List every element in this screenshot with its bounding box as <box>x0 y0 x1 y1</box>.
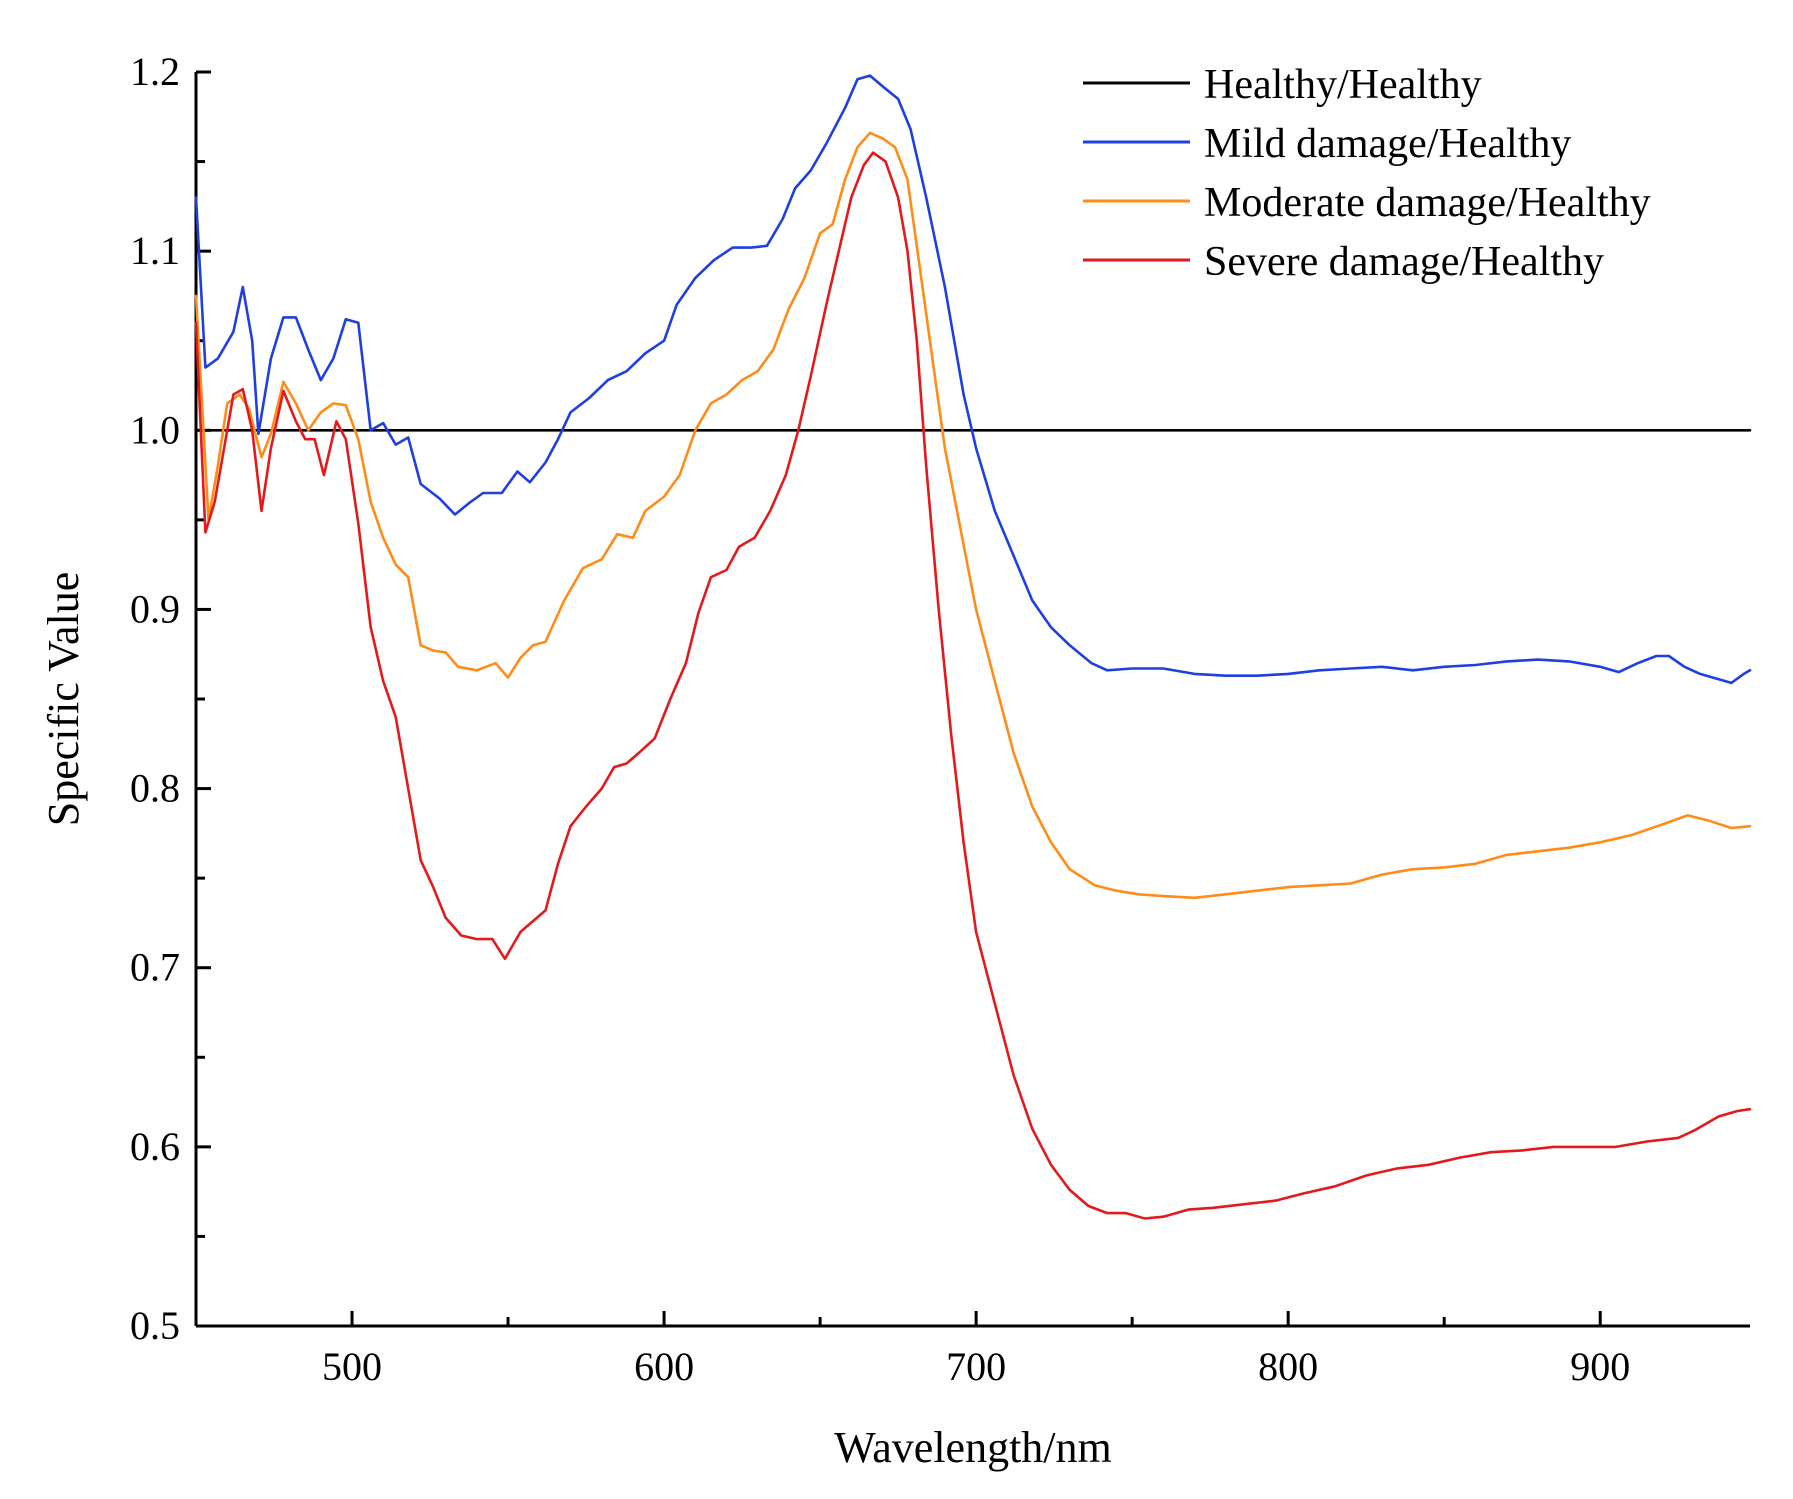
legend-label: Healthy/Healthy <box>1204 62 1482 108</box>
legend-label: Severe damage/Healthy <box>1204 239 1604 285</box>
series-line-3 <box>194 151 1752 1220</box>
y-axis-title: Specific Value <box>39 572 88 827</box>
y-tick-label: 0.9 <box>130 586 180 631</box>
tick-labels: 0.5 0.6 0.7 0.8 0.9 1.0 1.1 1.2 500 600 700 800 900 <box>130 49 1630 1389</box>
y-tick-label: 0.7 <box>130 945 180 990</box>
series-lines <box>194 74 1752 1220</box>
series-line-2 <box>194 131 1752 900</box>
y-tick-label: 0.6 <box>130 1124 180 1169</box>
x-tick-label: 700 <box>946 1344 1006 1389</box>
x-tick-label: 900 <box>1570 1344 1630 1389</box>
y-tick-label: 1.2 <box>130 49 180 94</box>
legend: Healthy/Healthy Mild damage/Healthy Modera… <box>1083 62 1651 285</box>
x-tick-label: 600 <box>634 1344 694 1389</box>
x-tick-label: 800 <box>1258 1344 1318 1389</box>
y-tick-label: 0.8 <box>130 766 180 811</box>
y-tick-label: 0.5 <box>130 1303 180 1348</box>
series-line-1 <box>194 74 1752 685</box>
legend-label: Mild damage/Healthy <box>1204 121 1571 167</box>
x-axis-title: Wavelength/nm <box>834 1423 1112 1472</box>
x-tick-label: 500 <box>322 1344 382 1389</box>
legend-label: Moderate damage/Healthy <box>1204 180 1651 226</box>
y-tick-label: 1.0 <box>130 407 180 452</box>
y-tick-label: 1.1 <box>130 228 180 273</box>
